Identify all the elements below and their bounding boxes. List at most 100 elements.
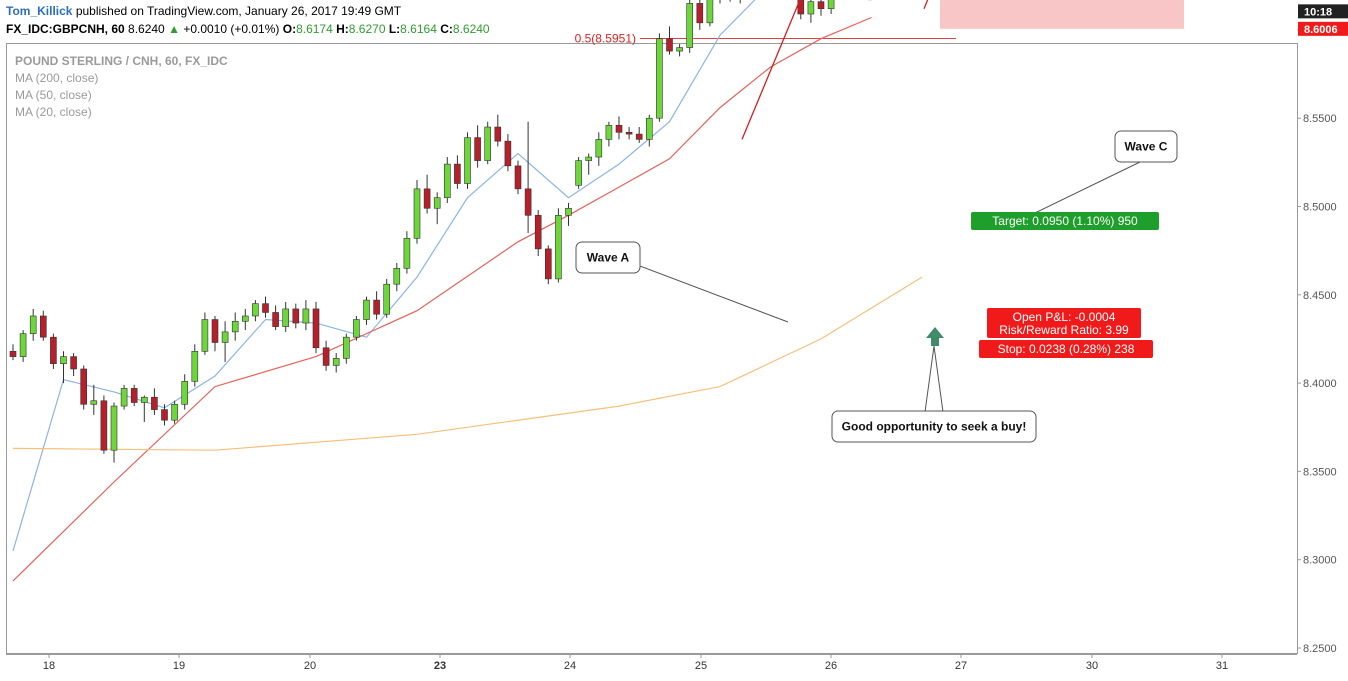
x-tick-label: 25: [695, 660, 707, 672]
candle-body: [585, 156, 593, 161]
author-link[interactable]: Tom_Killick: [6, 4, 73, 18]
stop-label-bg: [979, 340, 1153, 358]
open-pl-label: Open P&L: -0.0004: [1013, 310, 1116, 324]
candle-body: [19, 333, 27, 357]
candle-body: [635, 133, 643, 140]
candle-body: [575, 160, 582, 186]
legend-ma200[interactable]: MA (200, close): [15, 71, 99, 85]
candle-body: [373, 299, 380, 315]
candle-body: [80, 368, 87, 405]
y-tick-label: 8.4000: [1303, 378, 1337, 390]
candle-body: [686, 3, 694, 48]
x-tick-label: 19: [173, 660, 185, 672]
time-axis-labels: 18 19 20 23 24 25 26 27 30 31: [43, 654, 1228, 672]
wave-a-tail: [624, 265, 789, 323]
candle-body: [171, 403, 178, 421]
candle-body: [827, 0, 835, 10]
candle-body: [100, 400, 108, 451]
candle-body: [797, 0, 805, 15]
y-tick-label: 8.3500: [1303, 466, 1337, 478]
candle-body: [565, 207, 572, 216]
last-price: 8.6240: [128, 22, 165, 36]
candle-body: [141, 396, 148, 403]
price-tag-bg: [1298, 4, 1348, 19]
ohlc-line: FX_IDC:GBPCNH, 60 8.6240 ▲ +0.0010 (+0.0…: [6, 22, 490, 36]
candle-body: [464, 137, 471, 184]
x-tick-label: 18: [43, 660, 55, 672]
candle-body: [120, 388, 128, 407]
candle-body: [534, 215, 542, 250]
candle-body: [130, 388, 138, 403]
target-label: Target: 0.0950 (1.10%) 950: [992, 214, 1138, 228]
candle-body: [645, 117, 653, 140]
candle-body: [555, 215, 562, 280]
y-tick-label: 8.5000: [1303, 202, 1337, 214]
target-label-bg: [971, 212, 1159, 230]
legend-ma50[interactable]: MA (50, close): [15, 88, 92, 102]
chart-pane[interactable]: [6, 43, 1297, 654]
y-tick-label: 8.2500: [1303, 643, 1337, 655]
buy-arrow-icon: [926, 327, 944, 346]
candle-body: [29, 315, 37, 334]
legend-ma20[interactable]: MA (20, close): [15, 105, 92, 119]
candle-body: [544, 248, 552, 280]
candle-body: [656, 38, 663, 119]
x-tick-label: 23: [434, 660, 446, 672]
candle-body: [474, 137, 481, 161]
candle-body: [666, 38, 673, 52]
high-label: H:: [336, 22, 349, 36]
candle-body: [50, 336, 57, 364]
candle-body: [322, 347, 330, 366]
buy-note-tail: [924, 345, 944, 413]
candle-body: [615, 124, 623, 133]
candle-body: [595, 139, 603, 158]
candle-body: [676, 47, 683, 52]
x-tick-label: 26: [825, 660, 837, 672]
price-tag: 10:18: [1304, 6, 1332, 18]
candle-body: [383, 283, 391, 315]
chart-legend: POUND STERLING / CNH, 60, FX_IDC MA (200…: [15, 53, 228, 121]
buy-note-box: [831, 410, 1037, 443]
risk-reward-label: Risk/Reward Ratio: 3.99: [999, 323, 1129, 337]
y-tick-label: 8.5500: [1303, 113, 1337, 125]
fib-label: 0.5(8.5951): [575, 32, 636, 46]
candle-body: [110, 405, 118, 451]
legend-title: POUND STERLING / CNH, 60, FX_IDC: [15, 54, 228, 68]
buy-note-label: Good opportunity to seek a buy!: [842, 420, 1027, 434]
candle-body: [454, 163, 461, 184]
candle-body: [252, 303, 259, 317]
candle-body: [605, 124, 613, 140]
candle-body: [90, 400, 98, 405]
symbol-label[interactable]: FX_IDC:GBPCNH, 60: [6, 22, 125, 36]
price-axis[interactable]: [1297, 43, 1348, 654]
candle-body: [282, 308, 290, 327]
candle-body: [181, 381, 188, 405]
candle-body: [696, 3, 704, 24]
stop-zone: [940, 0, 1184, 29]
candle-body: [433, 197, 441, 209]
candle-body: [504, 140, 512, 167]
candle-body: [807, 1, 815, 15]
x-tick-label: 24: [564, 660, 576, 672]
candle-body: [221, 331, 229, 343]
wave-a-label: Wave A: [587, 251, 630, 265]
candle-body: [625, 132, 633, 135]
high-value: 8.6270: [348, 22, 386, 36]
wave-a-arrow: [741, 0, 801, 140]
open-value: 8.6174: [296, 22, 333, 36]
stop-label: Stop: 0.0238 (0.28%) 238: [998, 342, 1135, 356]
candle-body: [817, 1, 825, 10]
candle-body: [191, 351, 199, 382]
candle-body: [342, 336, 350, 359]
pl-box-bg: [987, 308, 1141, 338]
open-label: O:: [282, 22, 297, 36]
candle-body: [332, 358, 340, 366]
candle-body: [292, 308, 300, 324]
candle-body: [161, 409, 168, 421]
wave-c-label: Wave C: [1125, 140, 1168, 154]
time-axis[interactable]: [6, 654, 1297, 676]
price-change: +0.0010 (+0.01%): [183, 22, 280, 36]
candle-body: [443, 163, 451, 198]
candle-body: [706, 0, 714, 24]
